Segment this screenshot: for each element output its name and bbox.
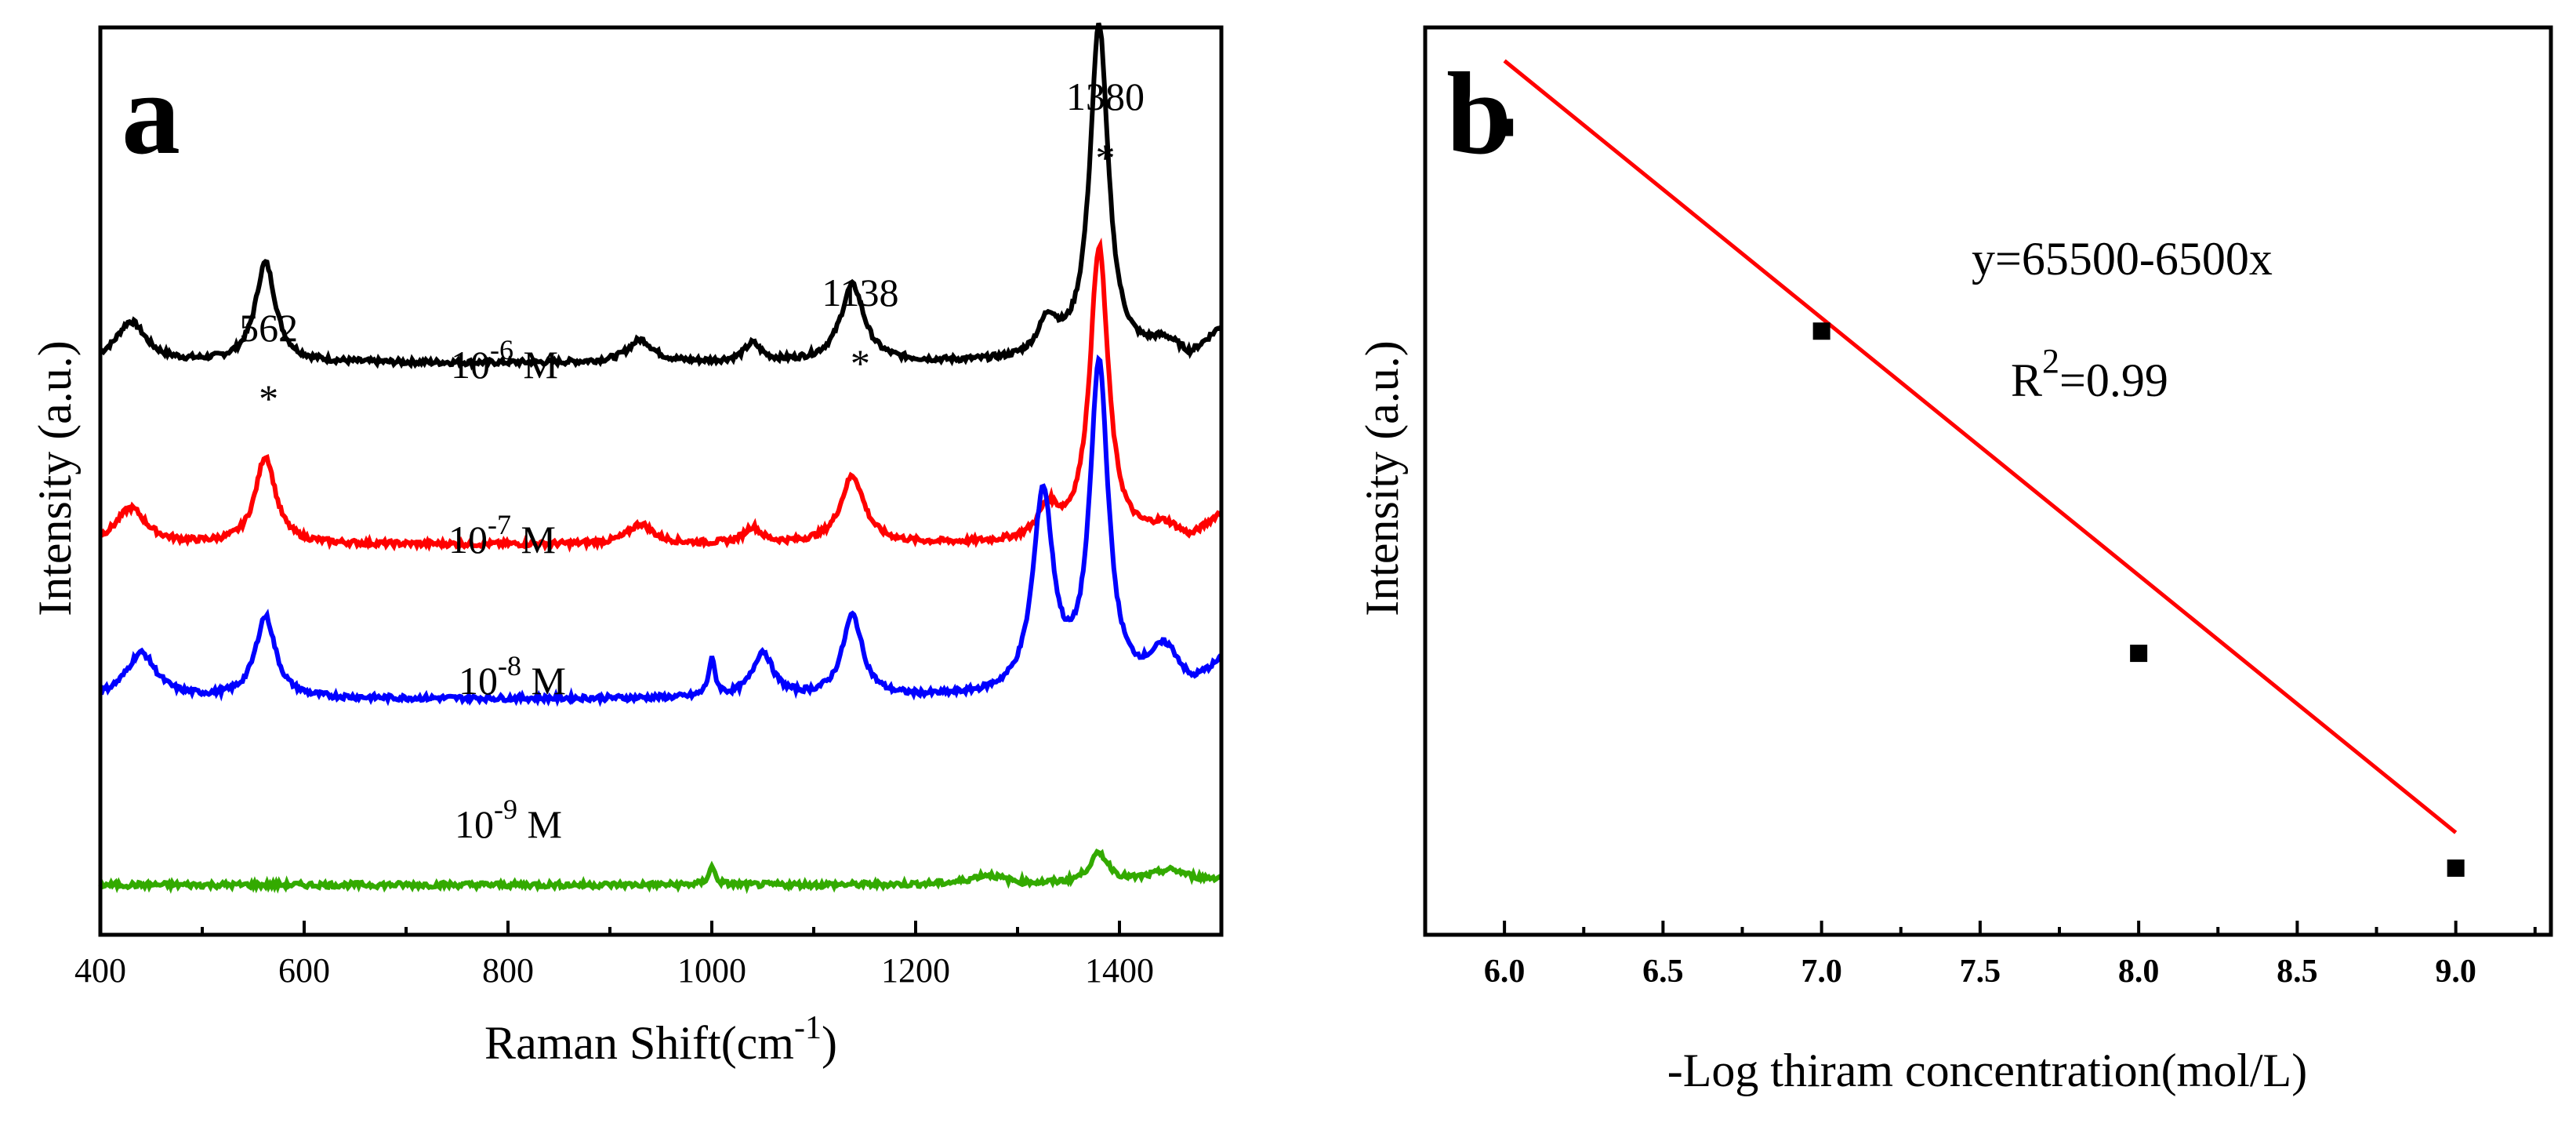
panel-letter-b: b — [1446, 49, 1511, 179]
conc-unit: M — [521, 659, 566, 703]
peak-label-1380: 1380 — [1066, 75, 1145, 118]
plot-frame-a — [98, 25, 1224, 937]
conc-base: 10 — [448, 518, 488, 562]
conc-base: 10 — [459, 659, 498, 703]
x-tick-label-a: 1200 — [881, 951, 950, 990]
r-squared-value: =0.99 — [2059, 354, 2168, 406]
data-points — [1496, 118, 2465, 877]
panel-b-calibration: 6.0 6.5 7.0 7.5 8.0 8.5 9.0 b y=65500-6500x R2… — [1356, 25, 2553, 1096]
spectrum-line-1 — [99, 22, 1223, 371]
data-point-3 — [2130, 645, 2148, 663]
conc-exponent: -8 — [498, 650, 521, 681]
x-tick-label-b: 9.0 — [2435, 954, 2476, 990]
x-axis-ticks-b: 6.0 6.5 7.0 7.5 8.0 8.5 9.0 — [1424, 921, 2537, 990]
fit-equation: y=65500-6500x — [1972, 233, 2273, 285]
spectrum-line-2 — [100, 237, 1223, 553]
x-axis-title-b: -Log thiram concentration(mol/L) — [1667, 1045, 2307, 1096]
conc-unit: M — [513, 343, 558, 387]
conc-label-1: 10-6 M — [451, 334, 558, 387]
x-tick-label-b: 8.0 — [2118, 954, 2160, 990]
x-tick-label-a: 600 — [278, 951, 330, 990]
conc-base: 10 — [455, 802, 494, 846]
x-tick-label-b: 8.5 — [2277, 954, 2318, 990]
peak-marker-1138: * — [851, 341, 870, 385]
conc-unit: M — [517, 802, 562, 846]
x-axis-title-a: Raman Shift(cm-1) — [484, 1010, 837, 1069]
peak-marker-562: * — [259, 376, 278, 420]
data-point-1 — [1496, 118, 1514, 136]
peak-annotations: 562 * 1138 * 1380 * — [239, 75, 1145, 420]
x-tick-label-a: 1400 — [1085, 951, 1154, 990]
x-tick-label-b: 6.0 — [1484, 954, 1526, 990]
x-tick-label-a: 800 — [482, 951, 534, 990]
y-axis-title-a: Intensity (a.u.) — [29, 340, 81, 616]
spectrum-line-4 — [98, 849, 1223, 895]
concentration-labels: 10-6 M10-7 M10-8 M10-9 M — [448, 334, 566, 846]
x-tick-label-b: 7.0 — [1801, 954, 1842, 990]
x-axis-title-a-sup: -1 — [794, 1010, 822, 1046]
plot-frame-b — [1423, 25, 2553, 937]
x-axis-ticks-a: 400 600 800 1000 1200 1400 — [74, 921, 1154, 990]
r-squared: R2=0.99 — [2011, 342, 2168, 406]
x-tick-label-b: 6.5 — [1642, 954, 1684, 990]
conc-label-3: 10-8 M — [459, 650, 566, 703]
y-axis-title-b: Intensity (a.u.) — [1356, 340, 1408, 616]
r-squared-sup: 2 — [2042, 342, 2059, 380]
r-squared-prefix: R — [2011, 354, 2042, 406]
panel-a-raman-spectra: 400 600 800 1000 1200 1400 562*1138*1380* 10-… — [29, 22, 1224, 1069]
x-tick-label-a: 400 — [74, 951, 126, 990]
conc-label-4: 10-9 M — [455, 794, 562, 846]
panel-letter-a: a — [122, 49, 180, 179]
peak-label-562: 562 — [239, 306, 298, 350]
data-point-4 — [2447, 859, 2465, 877]
x-axis-title-a-main: Raman Shift(cm — [484, 1017, 794, 1069]
linear-fit-line — [1503, 59, 2458, 834]
spectrum-line-3 — [100, 354, 1223, 707]
peak-marker-1380: * — [1096, 136, 1116, 180]
x-axis-title-a-tail: ) — [822, 1017, 837, 1069]
conc-label-2: 10-7 M — [448, 509, 556, 562]
spectra-series-group — [98, 22, 1223, 895]
conc-exponent: -6 — [490, 334, 513, 365]
conc-exponent: -9 — [494, 794, 517, 825]
conc-base: 10 — [451, 343, 490, 387]
x-tick-label-a: 1000 — [677, 951, 746, 990]
conc-unit: M — [511, 518, 556, 562]
x-tick-label-b: 7.5 — [1960, 954, 2001, 990]
conc-exponent: -7 — [488, 509, 511, 540]
peak-label-1138: 1138 — [822, 271, 898, 314]
data-point-2 — [1812, 322, 1830, 340]
